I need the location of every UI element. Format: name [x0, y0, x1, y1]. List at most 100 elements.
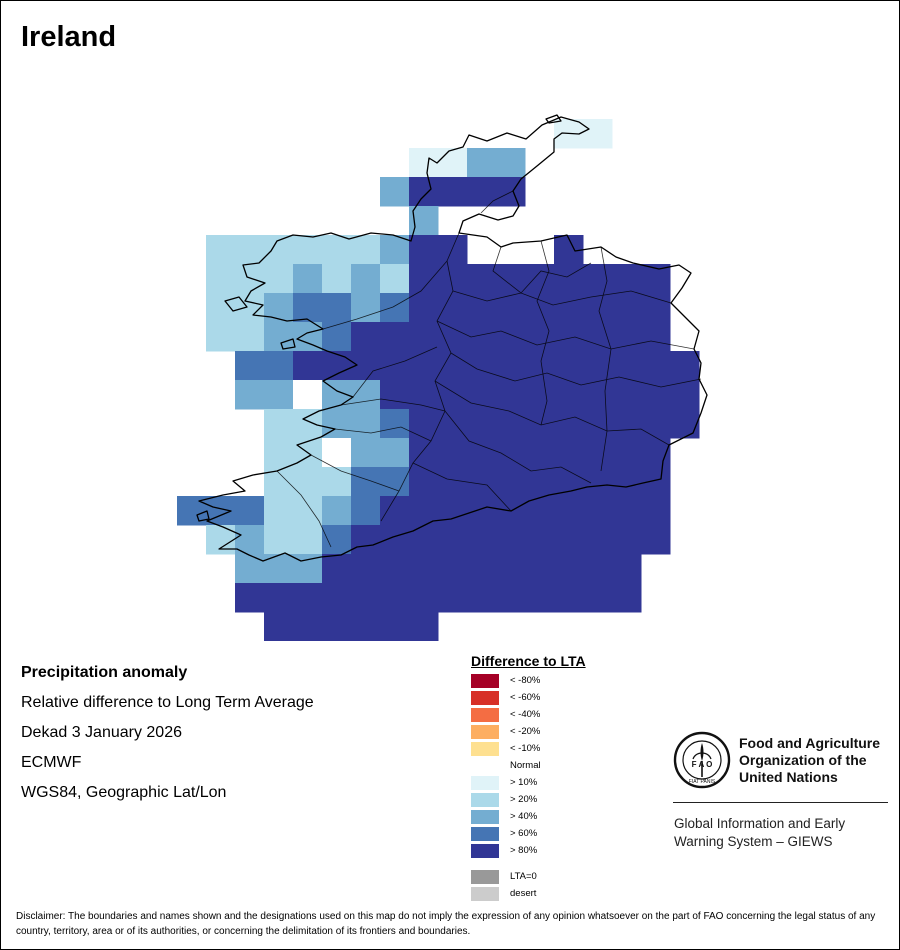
grid-cell	[293, 467, 323, 497]
grid-cell	[467, 264, 497, 294]
fao-logo-icon: F A O FIAT PANIS	[673, 731, 731, 789]
grid-cell	[264, 467, 294, 497]
grid-cell	[467, 293, 497, 323]
legend-label: < -60%	[510, 692, 541, 703]
grid-cell	[380, 438, 410, 468]
county-border	[322, 260, 448, 330]
legend-swatch	[471, 725, 499, 739]
grid-cell	[554, 351, 584, 381]
grid-cell	[525, 554, 555, 584]
grid-cell	[612, 525, 642, 555]
grid-cell	[380, 351, 410, 381]
grid-cell	[438, 438, 468, 468]
grid-cell	[380, 322, 410, 352]
legend-item: > 60%	[471, 826, 586, 843]
grid-cell	[322, 322, 352, 352]
legend-swatch	[471, 844, 499, 858]
grid-cell	[496, 351, 526, 381]
grid-cell	[641, 322, 671, 352]
grid-cell	[380, 467, 410, 497]
grid-cell	[670, 380, 700, 410]
legend-swatch	[471, 708, 499, 722]
grid-cell	[554, 264, 584, 294]
legend-item: LTA=0	[471, 869, 586, 886]
county-border	[434, 380, 670, 446]
grid-cell	[322, 554, 352, 584]
grid-cell	[554, 380, 584, 410]
grid-cell	[641, 293, 671, 323]
grid-cell	[438, 467, 468, 497]
grid-cell	[554, 322, 584, 352]
grid-cell	[496, 525, 526, 555]
grid-cell	[380, 380, 410, 410]
legend-label: > 20%	[510, 794, 538, 805]
grid-cell	[467, 467, 497, 497]
grid-cell	[467, 177, 497, 207]
grid-cell	[554, 409, 584, 439]
legend-title: Difference to LTA	[471, 653, 586, 669]
grid-cell	[409, 322, 439, 352]
island-achill	[224, 296, 248, 312]
grid-cell	[525, 409, 555, 439]
legend-label: desert	[510, 888, 537, 899]
grid-cell	[264, 351, 294, 381]
grid-cell	[264, 264, 294, 294]
legend-label: Normal	[510, 760, 541, 771]
grid-cell	[351, 583, 381, 613]
grid-cell	[496, 322, 526, 352]
anomaly-grid	[177, 119, 700, 641]
county-border	[452, 290, 672, 306]
grid-cell	[206, 264, 236, 294]
county-border	[352, 346, 438, 398]
grid-cell	[525, 467, 555, 497]
grid-cell	[583, 380, 613, 410]
grid-cell	[409, 583, 439, 613]
legend-label: < -20%	[510, 726, 541, 737]
grid-cell	[206, 322, 236, 352]
grid-cell	[496, 293, 526, 323]
legend-label: > 10%	[510, 777, 538, 788]
grid-cell	[322, 525, 352, 555]
grid-cell	[641, 525, 671, 555]
grid-cell	[496, 264, 526, 294]
grid-cell	[409, 148, 439, 178]
grid-cell	[554, 583, 584, 613]
grid-cell	[583, 496, 613, 526]
legend-item: > 40%	[471, 809, 586, 826]
info-period: Dekad 3 January 2026	[21, 724, 182, 741]
legend-label: > 80%	[510, 845, 538, 856]
grid-cell	[409, 293, 439, 323]
legend-item: < -60%	[471, 690, 586, 707]
grid-cell	[380, 264, 410, 294]
legend: Difference to LTA < -80% < -60% < -40% < -2…	[471, 653, 586, 903]
grid-cell	[496, 148, 526, 178]
grid-cell	[583, 438, 613, 468]
grid-cell	[235, 351, 265, 381]
grid-cell	[641, 380, 671, 410]
legend-item: > 10%	[471, 775, 586, 792]
grid-cell	[322, 467, 352, 497]
legend-label: > 60%	[510, 828, 538, 839]
grid-cell	[351, 496, 381, 526]
legend-item: > 20%	[471, 792, 586, 809]
grid-cell	[583, 583, 613, 613]
grid-cell	[264, 583, 294, 613]
legend-item: Normal	[471, 758, 586, 775]
county-border	[310, 454, 400, 492]
grid-cell	[554, 496, 584, 526]
grid-cell	[264, 380, 294, 410]
grid-cell	[409, 177, 439, 207]
county-border	[436, 320, 695, 350]
grid-cell	[351, 612, 381, 641]
legend-swatch	[471, 870, 499, 884]
grid-cell	[496, 467, 526, 497]
grid-cell	[525, 583, 555, 613]
grid-cell	[351, 380, 381, 410]
legend-label: LTA=0	[510, 871, 537, 882]
grid-cell	[380, 177, 410, 207]
grid-cell	[322, 612, 352, 641]
grid-cell	[293, 264, 323, 294]
grid-cell	[264, 438, 294, 468]
grid-cell	[264, 322, 294, 352]
grid-cell	[293, 380, 323, 410]
